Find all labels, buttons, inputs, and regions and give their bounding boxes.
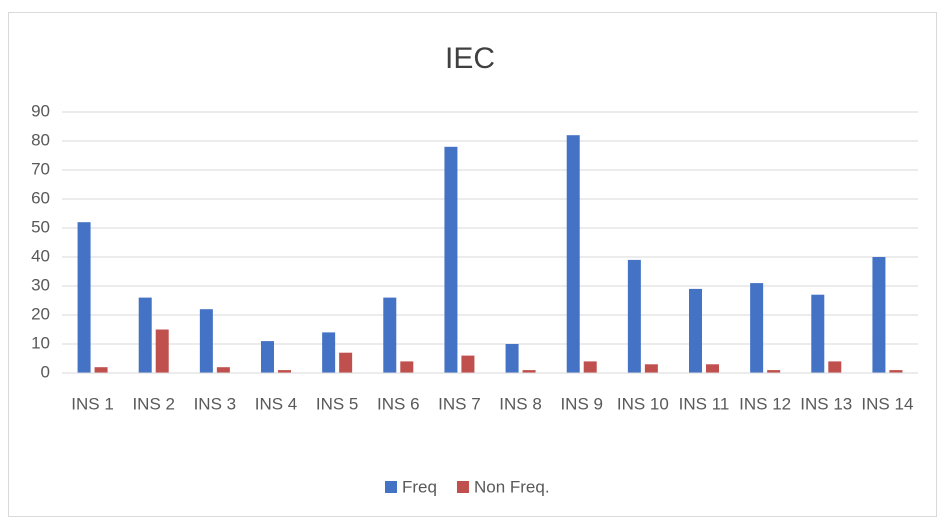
bar [828, 361, 842, 373]
bar [261, 341, 274, 373]
bar [889, 370, 903, 373]
bar [339, 352, 353, 373]
bar [689, 288, 702, 373]
chart-title: IEC [445, 42, 495, 75]
bar [872, 257, 886, 373]
bar [750, 283, 764, 373]
bar [811, 294, 825, 373]
bar [505, 344, 519, 373]
y-tick-label: 50 [31, 217, 50, 236]
legend-swatch [385, 481, 397, 493]
bar [138, 297, 152, 373]
x-tick-label: INS 3 [194, 394, 237, 413]
x-tick-label: INS 7 [438, 394, 481, 413]
legend-label: Freq [402, 477, 437, 496]
bar [400, 361, 414, 373]
bar [566, 135, 580, 373]
x-tick-label: INS 4 [255, 394, 298, 413]
x-tick-label: INS 5 [316, 394, 359, 413]
y-tick-label: 30 [31, 275, 50, 294]
bar [522, 370, 536, 373]
bar [644, 364, 658, 373]
x-tick-label: INS 13 [800, 394, 852, 413]
y-tick-label: 20 [31, 304, 50, 323]
legend-label: Non Freq. [474, 477, 550, 496]
bar [94, 367, 108, 373]
bar [216, 367, 230, 373]
x-tick-label: INS 6 [377, 394, 420, 413]
bar [461, 355, 475, 373]
bar [583, 361, 597, 373]
y-tick-label: 0 [41, 362, 50, 381]
bar [199, 309, 213, 373]
x-tick-label: INS 2 [132, 394, 175, 413]
bar [278, 370, 291, 373]
chart-frame [8, 12, 937, 517]
x-tick-label: INS 1 [71, 394, 114, 413]
x-tick-label: INS 9 [560, 394, 603, 413]
y-tick-label: 80 [31, 130, 50, 149]
y-tick-label: 90 [31, 101, 50, 120]
y-tick-label: 10 [31, 333, 50, 352]
bar [627, 259, 641, 373]
bar [767, 370, 781, 373]
x-tick-label: INS 10 [617, 394, 669, 413]
bar [383, 297, 397, 373]
y-tick-label: 40 [31, 246, 50, 265]
x-tick-label: INS 8 [499, 394, 542, 413]
y-tick-label: 60 [31, 188, 50, 207]
x-tick-label: INS 12 [739, 394, 791, 413]
x-tick-label: INS 14 [861, 394, 913, 413]
bar [444, 146, 458, 373]
bar [155, 329, 169, 373]
bar [706, 364, 719, 373]
bar [77, 222, 91, 373]
legend-swatch [456, 481, 469, 493]
bar [322, 332, 336, 373]
x-tick-label: INS 11 [679, 394, 730, 413]
y-tick-label: 70 [31, 159, 50, 178]
